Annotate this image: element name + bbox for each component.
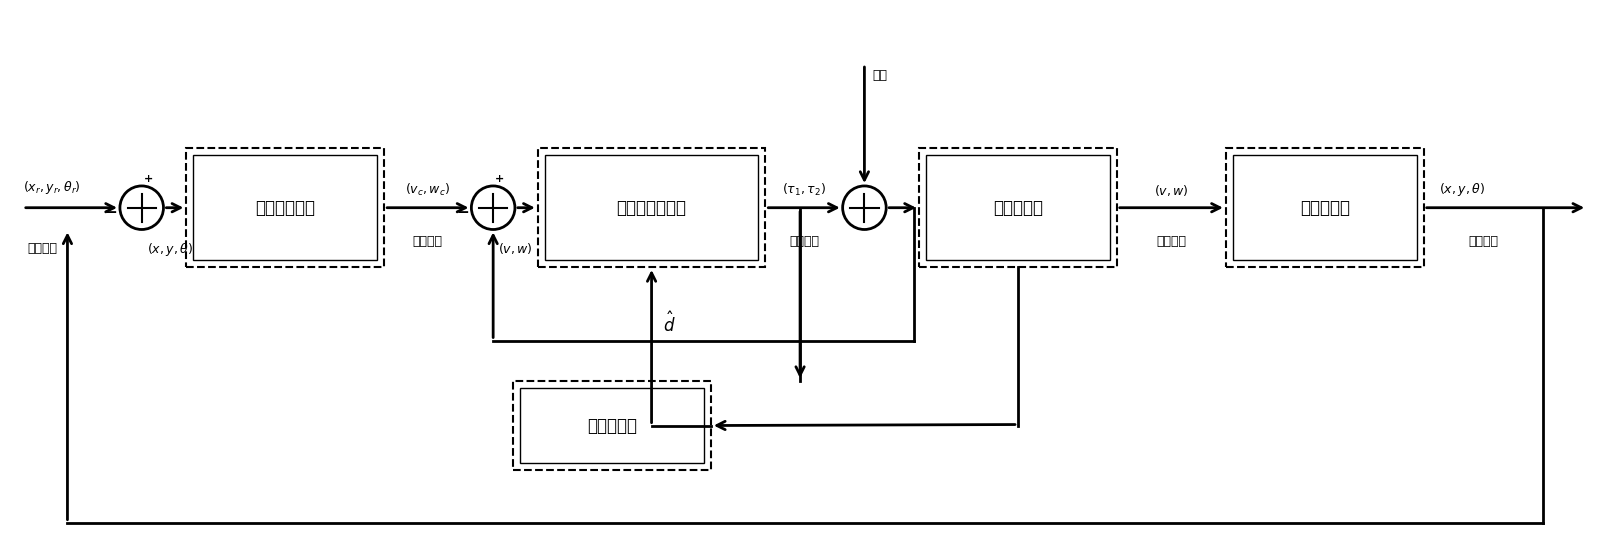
Text: 虚拟速度: 虚拟速度 (413, 236, 444, 248)
Text: 扰动观测器: 扰动观测器 (587, 417, 637, 434)
Text: 实际速度: 实际速度 (1157, 236, 1186, 248)
Circle shape (842, 186, 886, 229)
Text: $(v, w)$: $(v, w)$ (498, 241, 532, 256)
Bar (926, 155, 1110, 260)
Text: $(x, y, \theta)$: $(x, y, \theta)$ (1439, 181, 1484, 198)
Text: 运动学控制器: 运动学控制器 (255, 199, 315, 217)
Bar (185, 148, 384, 267)
Bar (537, 148, 766, 267)
Text: $(\tau_1, \tau_2)$: $(\tau_1, \tau_2)$ (782, 182, 826, 198)
Text: 扰动: 扰动 (873, 69, 887, 82)
Bar (194, 155, 377, 260)
Text: +: + (144, 174, 153, 184)
Text: −: − (105, 204, 118, 219)
Bar (1232, 155, 1416, 260)
Bar (513, 381, 711, 470)
Circle shape (471, 186, 515, 229)
Text: $(x, y, \theta)$: $(x, y, \theta)$ (147, 241, 192, 258)
Text: $\hat{d}$: $\hat{d}$ (663, 312, 676, 336)
Text: 动力学模型: 动力学模型 (994, 199, 1044, 217)
Text: 滑模力矩控制器: 滑模力矩控制器 (616, 199, 687, 217)
Text: 左右力矩: 左右力矩 (789, 236, 819, 248)
Text: 运动学模型: 运动学模型 (1300, 199, 1350, 217)
Bar (1226, 148, 1424, 267)
Text: $(v, w)$: $(v, w)$ (1153, 183, 1189, 198)
Text: −: − (456, 204, 469, 219)
Text: $(v_c, w_c)$: $(v_c, w_c)$ (405, 182, 450, 198)
Text: 期望轨迹: 期望轨迹 (27, 242, 58, 255)
Circle shape (119, 186, 163, 229)
Bar (545, 155, 758, 260)
Bar (919, 148, 1116, 267)
Text: $(x_r, y_r, \theta_r)$: $(x_r, y_r, \theta_r)$ (23, 179, 81, 196)
Bar (519, 388, 703, 463)
Text: 实际轨迹: 实际轨迹 (1468, 236, 1498, 248)
Text: +: + (495, 174, 505, 184)
